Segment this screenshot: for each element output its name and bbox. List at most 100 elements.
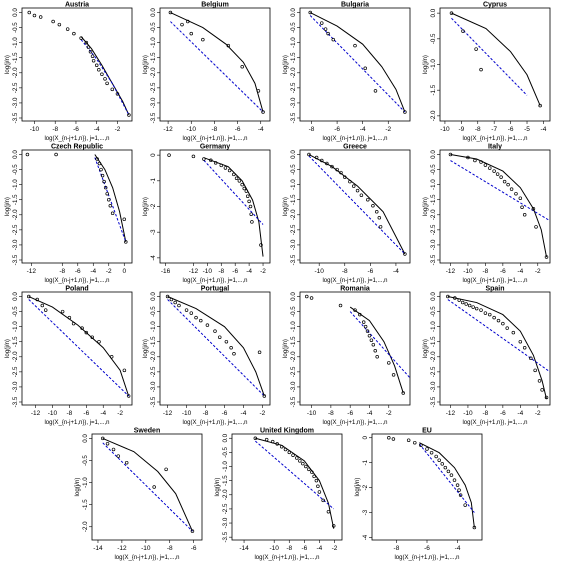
x-tick-label: -12: [446, 410, 456, 417]
data-point: [116, 454, 121, 458]
data-point: [374, 210, 379, 214]
y-axis-label: log(j/n): [142, 339, 149, 358]
y-axis-label: log(j/n): [4, 55, 11, 74]
solid-fit-line: [28, 296, 130, 397]
data-point: [309, 296, 314, 300]
y-tick-label: -1: [362, 459, 369, 465]
data-point: [335, 167, 339, 172]
plot-frame: [159, 291, 271, 406]
data-point: [506, 182, 510, 187]
data-point: [538, 103, 542, 108]
y-tick-label: 0.0: [430, 150, 437, 159]
data-point: [237, 179, 242, 183]
dashed-fit-line: [418, 443, 475, 513]
y-tick-label: -2.0: [430, 209, 437, 220]
data-point: [94, 63, 99, 68]
data-point: [25, 152, 30, 157]
data-point: [419, 443, 423, 447]
x-tick-label: -12: [163, 410, 173, 417]
data-point: [443, 465, 448, 470]
y-tick-label: 0.0: [12, 150, 19, 159]
dashed-fit-line: [349, 311, 410, 379]
y-tick-label: -2.5: [222, 503, 229, 514]
y-axis-label: log(j/n): [4, 339, 11, 358]
panel-czech-republic: Czech Republic -12 -8 -6 -4 -2 0 -3.5 -3.0 -2.5 -2…: [4, 144, 133, 284]
y-tick-label: -2.0: [290, 67, 297, 78]
x-tick-label: -4: [241, 410, 247, 417]
y-tick-label: -2.5: [430, 366, 437, 377]
solid-fit-line: [450, 154, 548, 258]
y-tick-label: -3.5: [290, 254, 297, 265]
data-point: [331, 524, 336, 528]
y-tick-label: -1.5: [12, 336, 19, 347]
data-point: [353, 308, 357, 312]
x-tick-label: -12: [27, 268, 37, 275]
data-point: [319, 158, 324, 163]
data-point: [348, 179, 352, 184]
panel-title: Greece: [343, 144, 367, 151]
y-tick-label: -3.0: [290, 239, 297, 250]
data-point: [403, 252, 407, 256]
solid-fit-line: [102, 437, 193, 532]
x-tick-label: -8: [342, 268, 348, 275]
x-tick-label: -2: [386, 410, 392, 417]
y-tick-label: -3: [362, 509, 369, 515]
y-tick-label: -0.5: [290, 164, 297, 175]
data-point: [314, 155, 319, 160]
plot-frame: [299, 149, 411, 264]
panel-bulgaria: Bulgaria -8 -6 -4 -2 -3.5 -3.0 -2.5 -2.0 -1.5 -1.0…: [282, 2, 411, 142]
data-point: [65, 27, 70, 31]
data-point: [326, 509, 331, 514]
data-point: [103, 77, 107, 81]
data-point: [32, 13, 37, 18]
data-point: [283, 447, 288, 452]
data-point: [109, 355, 114, 359]
data-point: [199, 318, 203, 323]
data-point: [387, 361, 391, 365]
data-point: [101, 436, 105, 441]
data-point: [152, 485, 156, 489]
y-tick-label: -3.5: [430, 396, 437, 407]
x-tick-label: -8: [66, 410, 72, 417]
data-point: [186, 19, 190, 24]
y-axis-label: log(j/n): [282, 339, 289, 358]
data-point: [331, 37, 336, 42]
x-tick-label: -6: [508, 126, 514, 133]
y-tick-label: -2.0: [150, 67, 157, 78]
y-tick-label: 0.0: [290, 8, 297, 17]
data-point: [434, 454, 438, 459]
data-point: [111, 447, 116, 452]
data-point: [115, 92, 120, 96]
y-tick-label: -0.5: [430, 306, 437, 317]
data-point: [325, 161, 329, 166]
data-point: [173, 300, 177, 305]
x-tick-label: -4: [258, 126, 264, 133]
y-tick-label: -0.5: [12, 22, 19, 33]
panel-cyprus: Cyprus -10 -9 -8 -7 -6 -5 -4 -2.0 -1.5 -1.0 -0.5 0.0…: [422, 2, 551, 142]
data-point: [308, 10, 312, 15]
data-point: [100, 173, 105, 178]
plot-frame: [439, 149, 551, 264]
panel-title: Belgium: [201, 2, 229, 9]
panel-title: Czech Republic: [51, 144, 103, 151]
data-point: [223, 166, 228, 170]
data-point: [429, 450, 434, 455]
data-point: [518, 339, 523, 344]
y-tick-label: -3.0: [12, 239, 19, 250]
x-tick-label: -6: [235, 126, 241, 133]
data-point: [307, 152, 311, 157]
data-point: [326, 31, 330, 36]
y-axis-label: log(j/n): [142, 55, 149, 74]
x-axis-label: log(X_{n-j+1,n}), j=1,...,n: [254, 555, 319, 561]
x-tick-label: -6: [500, 268, 506, 275]
data-point: [464, 302, 468, 306]
panel-austria: Austria -10 -8 -6 -4 -2 -3.5 -3.0 -2.5 -2.0 -1.5 -1…: [4, 2, 133, 142]
y-tick-label: 0.0: [222, 433, 229, 442]
data-point: [391, 373, 396, 377]
x-tick-label: -2: [535, 410, 541, 417]
x-axis-label: log(X_{n-j+1,n}), j=1,...,n: [44, 278, 109, 284]
plot-frame: [299, 7, 411, 122]
data-point: [167, 153, 171, 157]
y-tick-label: -3.0: [12, 97, 19, 108]
x-tick-label: -4: [246, 268, 252, 275]
